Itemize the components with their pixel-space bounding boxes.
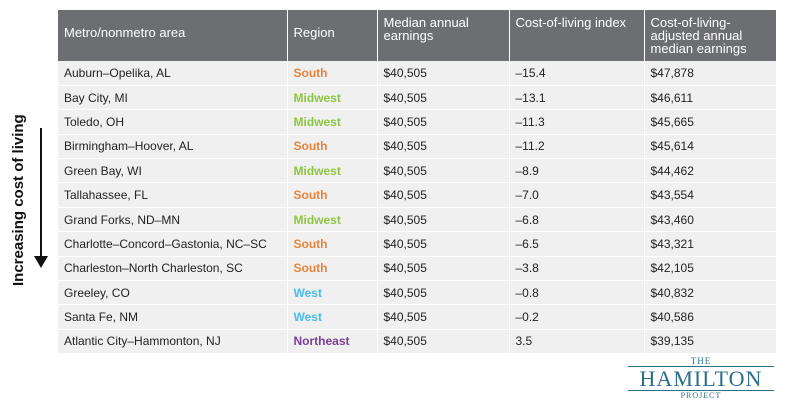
down-arrow-line: [40, 128, 42, 258]
table-row: Toledo, OH Midwest $40,505 –11.3 $45,665: [58, 109, 777, 135]
cell-area: Santa Fe, NM: [58, 304, 288, 330]
header-earnings: Median annual earnings: [377, 10, 510, 61]
cell-area: Grand Forks, ND–MN: [58, 207, 288, 233]
cell-adjusted: $43,460: [644, 207, 777, 233]
cell-index: –3.8: [509, 256, 645, 282]
logo-the: THE: [690, 356, 712, 366]
cell-index: –0.2: [509, 304, 645, 330]
cell-region: Midwest: [287, 85, 378, 111]
cell-index: –6.5: [509, 231, 645, 257]
header-region: Region: [287, 10, 378, 61]
cell-earnings: $40,505: [377, 329, 510, 355]
cell-adjusted: $45,614: [644, 134, 777, 160]
cell-adjusted: $47,878: [644, 61, 777, 86]
cell-region: Midwest: [287, 109, 378, 135]
cell-region: Northeast: [287, 329, 378, 355]
cell-area: Auburn–Opelika, AL: [58, 61, 288, 86]
table-row: Santa Fe, NM West $40,505 –0.2 $40,586: [58, 304, 777, 330]
cell-index: –13.1: [509, 85, 645, 111]
cell-region: South: [287, 182, 378, 208]
table-row: Atlantic City–Hammonton, NJ Northeast $40,…: [58, 329, 777, 355]
cell-index: –8.9: [509, 158, 645, 184]
cell-area: Bay City, MI: [58, 85, 288, 111]
header-area: Metro/nonmetro area: [58, 10, 288, 61]
cell-index: –11.3: [509, 109, 645, 135]
cell-region: Midwest: [287, 158, 378, 184]
cell-index: –0.8: [509, 280, 645, 306]
cell-earnings: $40,505: [377, 256, 510, 282]
cell-region: South: [287, 256, 378, 282]
cell-adjusted: $39,135: [644, 329, 777, 355]
cell-region: West: [287, 280, 378, 306]
cell-earnings: $40,505: [377, 182, 510, 208]
table-row: Green Bay, WI Midwest $40,505 –8.9 $44,462: [58, 158, 777, 184]
hamilton-project-logo: THE HAMILTON PROJECT: [628, 356, 774, 400]
cell-adjusted: $46,611: [644, 85, 777, 111]
table-header-row: Metro/nonmetro area Region Median annual…: [58, 10, 777, 61]
cell-earnings: $40,505: [377, 304, 510, 330]
cell-adjusted: $43,554: [644, 182, 777, 208]
side-label-text: Increasing cost of living: [10, 114, 27, 286]
cell-earnings: $40,505: [377, 134, 510, 160]
cell-area: Birmingham–Hoover, AL: [58, 134, 288, 160]
down-arrow-icon: [34, 256, 48, 268]
header-index: Cost-of-living index: [509, 10, 645, 61]
logo-project: PROJECT: [680, 391, 722, 400]
table-row: Greeley, CO West $40,505 –0.8 $40,832: [58, 280, 777, 306]
cell-adjusted: $45,665: [644, 109, 777, 135]
table-row: Bay City, MI Midwest $40,505 –13.1 $46,611: [58, 85, 777, 111]
cell-earnings: $40,505: [377, 158, 510, 184]
table-row: Tallahassee, FL South $40,505 –7.0 $43,554: [58, 182, 777, 208]
cell-earnings: $40,505: [377, 207, 510, 233]
table-row: Auburn–Opelika, AL South $40,505 –15.4 $47,8…: [58, 61, 777, 86]
cell-area: Toledo, OH: [58, 109, 288, 135]
table-row: Charlotte–Concord–Gastonia, NC–SC South $4…: [58, 231, 777, 257]
table-row: Grand Forks, ND–MN Midwest $40,505 –6.8 $43,…: [58, 207, 777, 233]
cell-earnings: $40,505: [377, 109, 510, 135]
cell-region: Midwest: [287, 207, 378, 233]
cell-earnings: $40,505: [377, 231, 510, 257]
cell-area: Charlotte–Concord–Gastonia, NC–SC: [58, 231, 288, 257]
cell-index: –11.2: [509, 134, 645, 160]
table-row: Charleston–North Charleston, SC South $40,…: [58, 256, 777, 282]
cell-area: Charleston–North Charleston, SC: [58, 256, 288, 282]
cell-area: Tallahassee, FL: [58, 182, 288, 208]
cell-region: South: [287, 134, 378, 160]
cell-area: Greeley, CO: [58, 280, 288, 306]
cell-index: –6.8: [509, 207, 645, 233]
earnings-table: Metro/nonmetro area Region Median annual…: [58, 10, 777, 355]
cell-earnings: $40,505: [377, 61, 510, 86]
cell-adjusted: $44,462: [644, 158, 777, 184]
cell-earnings: $40,505: [377, 85, 510, 111]
cell-region: South: [287, 61, 378, 86]
header-adjusted: Cost-of-living-adjusted annual median ea…: [644, 10, 777, 61]
logo-main: HAMILTON: [628, 366, 774, 391]
cell-area: Atlantic City–Hammonton, NJ: [58, 329, 288, 355]
cell-adjusted: $40,832: [644, 280, 777, 306]
cell-index: –7.0: [509, 182, 645, 208]
cell-region: South: [287, 231, 378, 257]
cell-adjusted: $43,321: [644, 231, 777, 257]
cell-area: Green Bay, WI: [58, 158, 288, 184]
cell-earnings: $40,505: [377, 280, 510, 306]
table-row: Birmingham–Hoover, AL South $40,505 –11.2 $4…: [58, 134, 777, 160]
cell-adjusted: $42,105: [644, 256, 777, 282]
cell-index: –15.4: [509, 61, 645, 86]
cell-region: West: [287, 304, 378, 330]
increasing-cost-indicator: Increasing cost of living: [2, 98, 54, 288]
cell-adjusted: $40,586: [644, 304, 777, 330]
cell-index: 3.5: [509, 329, 645, 355]
